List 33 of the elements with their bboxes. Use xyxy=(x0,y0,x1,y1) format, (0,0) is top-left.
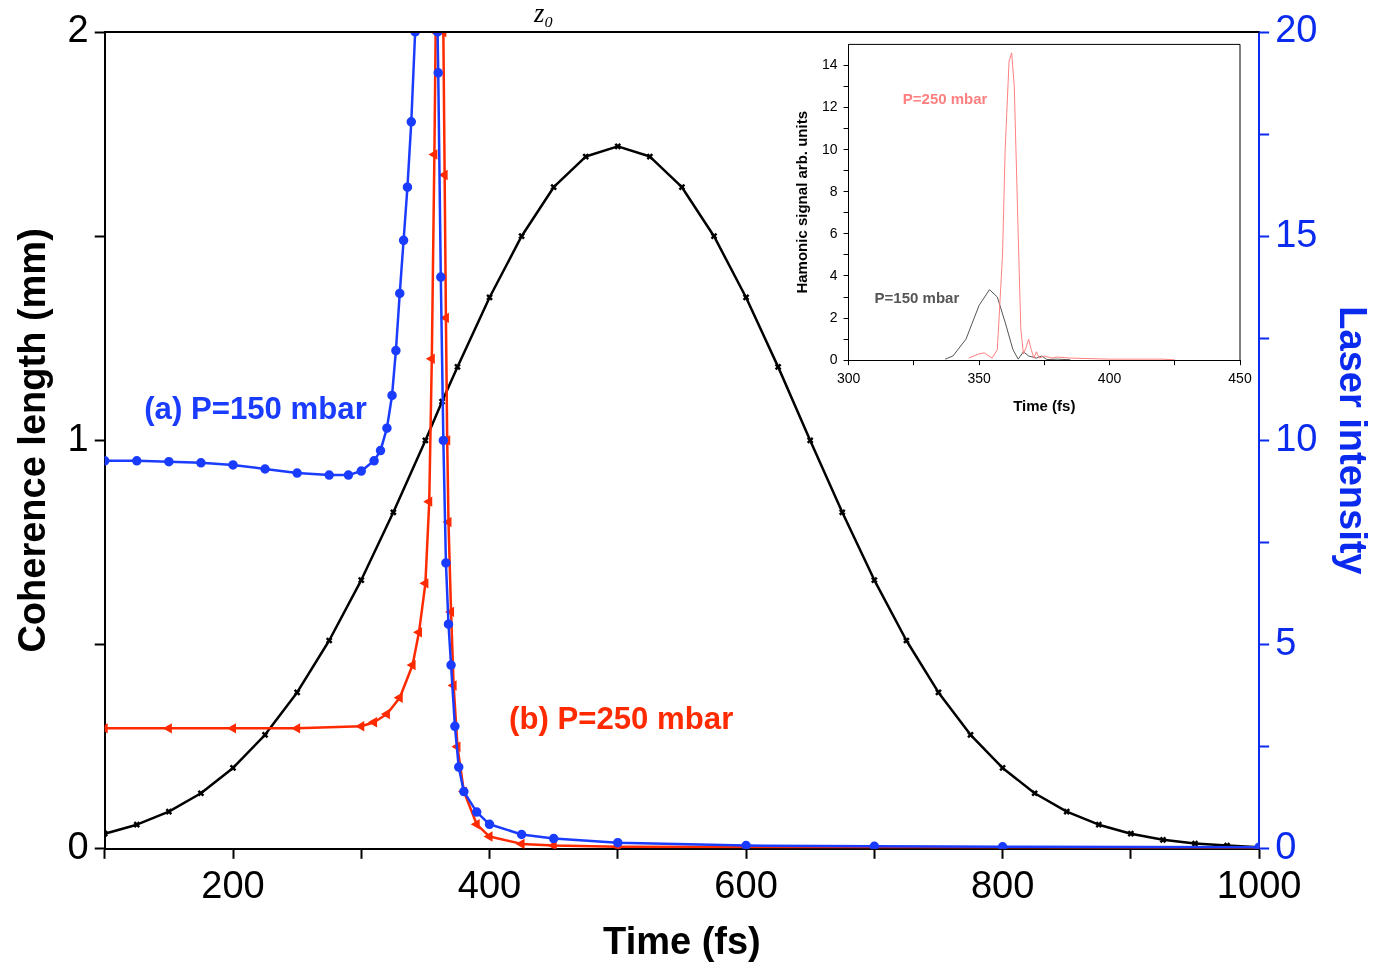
x-tick-label: 400 xyxy=(1097,370,1122,387)
y-tick-label: 4 xyxy=(829,266,838,283)
y-tick-label: 12 xyxy=(821,98,838,115)
x-tick-label: 200 xyxy=(201,864,265,907)
series-label: P=150 mbar xyxy=(874,289,960,306)
text: z₀ xyxy=(532,0,554,28)
y-axis-title: Coherence length (mm) xyxy=(11,228,54,653)
series-label: P=250 mbar xyxy=(902,90,988,108)
y-axis-title: Hamonic signal arb. units xyxy=(793,111,811,294)
series-label: (a) P=150 mbar xyxy=(144,390,367,426)
y-tick-label: 1 xyxy=(67,416,89,459)
x-tick-label: 600 xyxy=(714,864,778,907)
y-tick-label: 10 xyxy=(821,140,838,157)
y2-tick-label: 10 xyxy=(1275,416,1318,459)
y2-tick-label: 15 xyxy=(1275,212,1318,255)
y-tick-label: 0 xyxy=(67,825,89,868)
x-tick-label: 400 xyxy=(457,864,522,907)
x-tick-label: 300 xyxy=(836,370,861,387)
y-tick-label: 0 xyxy=(829,351,838,368)
series-label: (b) P=250 mbar xyxy=(509,700,734,736)
y-tick-label: 6 xyxy=(829,224,838,241)
y2-axis-title: Laser intensity xyxy=(1331,306,1374,575)
x-tick-label: 350 xyxy=(967,370,991,387)
y-tick-label: 2 xyxy=(829,308,838,325)
y2-tick-label: 20 xyxy=(1275,8,1318,51)
x-tick-label: 800 xyxy=(970,864,1035,907)
x-axis-title: Time (fs) xyxy=(603,919,761,962)
y-tick-label: 8 xyxy=(829,182,838,199)
y-tick-label: 2 xyxy=(67,8,89,51)
x-axis-title: Time (fs) xyxy=(1013,397,1076,415)
y2-tick-label: 5 xyxy=(1275,621,1297,664)
y-tick-label: 14 xyxy=(821,56,838,73)
x-tick-label: 450 xyxy=(1228,370,1252,387)
